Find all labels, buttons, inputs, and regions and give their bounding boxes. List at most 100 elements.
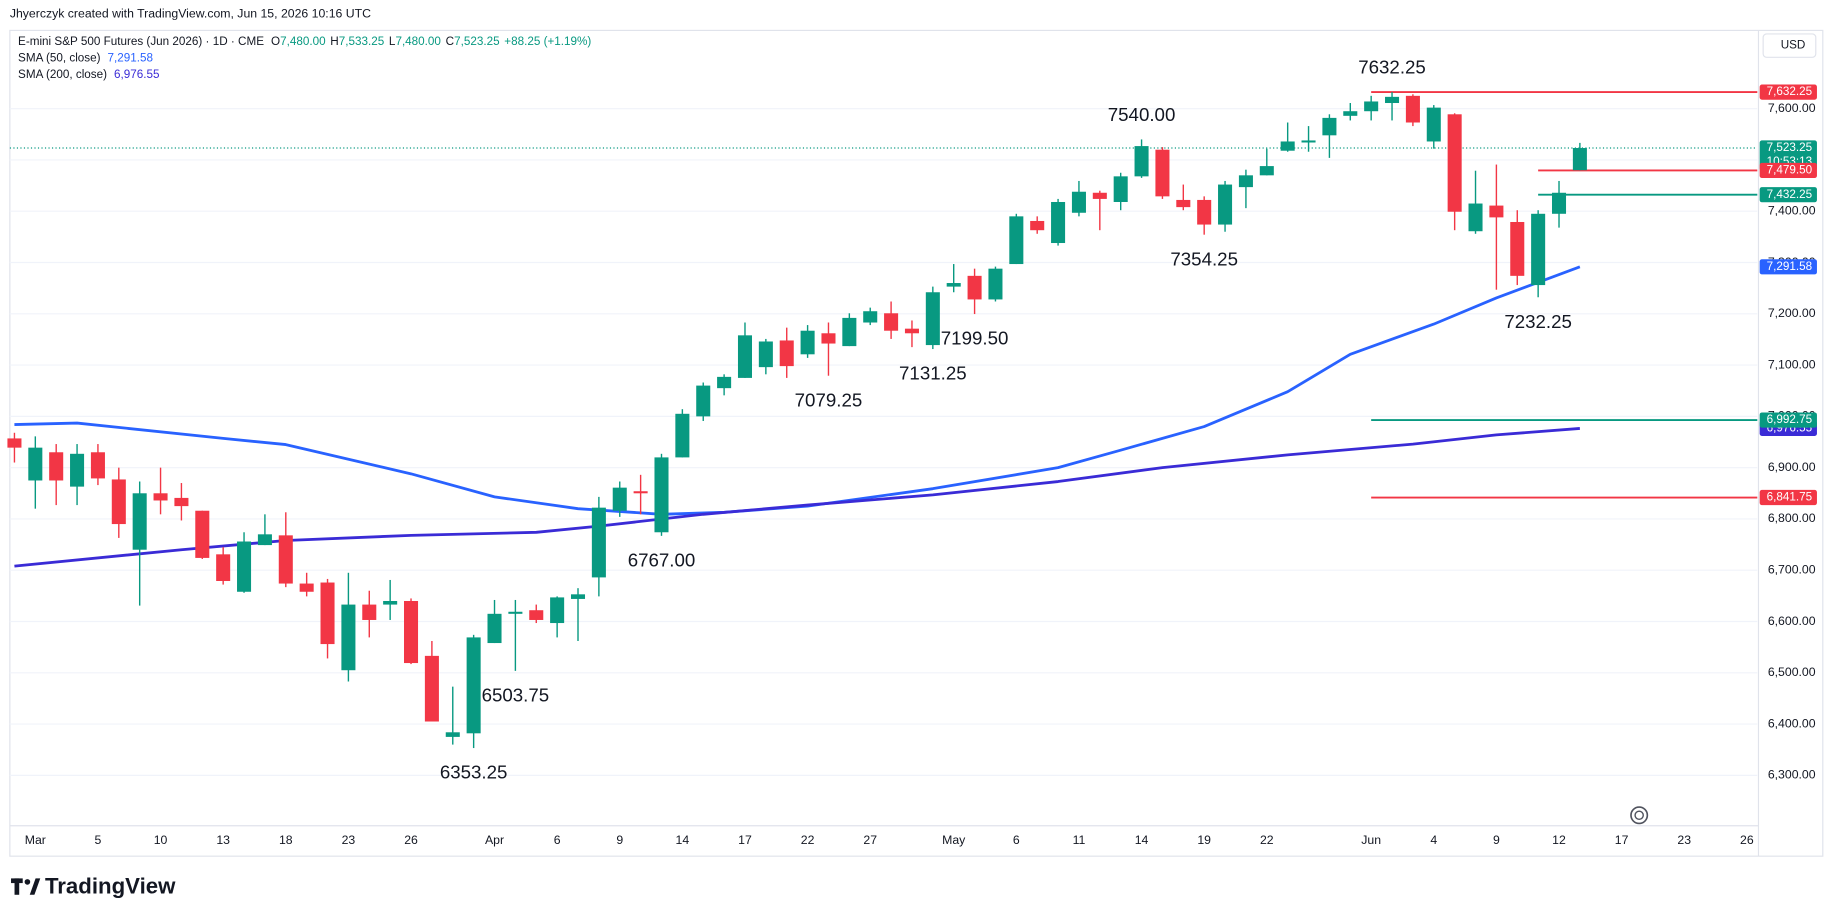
x-tick-label: May — [942, 833, 966, 847]
candle-body — [654, 457, 669, 533]
candle-body — [1551, 192, 1567, 214]
x-tick-label: 14 — [676, 833, 690, 847]
candle-body — [424, 655, 439, 722]
candle-body — [1113, 176, 1128, 202]
candle-body — [1218, 184, 1233, 225]
candle-body — [633, 491, 648, 494]
level-price-tag: 7,432.25 — [1767, 188, 1813, 201]
annotation: 6767.00 — [628, 550, 696, 571]
candle-body — [257, 534, 272, 546]
annotation: 7131.25 — [899, 363, 967, 384]
candle-body — [1197, 199, 1212, 225]
candle-body — [717, 376, 732, 389]
x-tick-label: 9 — [616, 833, 623, 847]
sma-price-tag-bg — [1759, 259, 1817, 275]
sma-line — [14, 427, 1580, 568]
level-price-tag-bg — [1759, 489, 1817, 506]
candle-body — [1510, 221, 1525, 276]
candle-body — [1405, 95, 1420, 123]
level-price-tag: 7,523.25 — [1767, 141, 1813, 154]
legend-value: 7,523.25 — [454, 35, 500, 48]
legend-value: 7,533.25 — [339, 35, 385, 48]
y-tick-label: 6,500.00 — [1768, 665, 1816, 679]
y-tick-label: 7,400.00 — [1768, 203, 1816, 217]
candle-body — [278, 535, 293, 584]
candle-body — [362, 604, 377, 620]
candle-body — [842, 317, 857, 347]
x-tick-label: Apr — [485, 833, 504, 847]
x-tick-label: 26 — [1740, 833, 1754, 847]
candle-body — [863, 311, 878, 323]
y-tick-label: 6,700.00 — [1768, 562, 1816, 576]
annotation: 7632.25 — [1358, 57, 1426, 78]
x-tick-label: 6 — [1013, 833, 1020, 847]
candle-body — [404, 600, 419, 664]
candle-body — [1489, 205, 1504, 218]
level-price-tag-bg — [1759, 84, 1817, 100]
sma-price-tag: 7,291.58 — [1767, 260, 1813, 273]
candle-body — [779, 340, 794, 367]
x-tick-label: Mar — [25, 833, 46, 847]
x-tick-label: 19 — [1197, 833, 1211, 847]
candle-body — [299, 583, 314, 592]
y-tick-label: 6,600.00 — [1768, 614, 1816, 628]
candle-body — [1468, 203, 1483, 232]
attribution: Jhyerczyk created with TradingView.com, … — [10, 6, 371, 20]
candle-body — [696, 385, 711, 417]
level-price-tag: 6,841.75 — [1767, 491, 1813, 504]
candle-body — [1092, 192, 1107, 199]
candle-body — [529, 610, 544, 620]
legend-sma-name: SMA (50, close) — [18, 52, 101, 65]
logo: TradingView — [45, 874, 176, 899]
x-tick-label: 5 — [95, 833, 102, 847]
candle-body — [1176, 199, 1191, 208]
annotation: 7232.25 — [1504, 311, 1572, 332]
annotation: 6353.25 — [440, 762, 508, 783]
x-tick-label: 17 — [1615, 833, 1629, 847]
currency-box — [1762, 33, 1817, 58]
x-tick-label: 18 — [279, 833, 293, 847]
candle-body — [550, 597, 565, 624]
y-tick-label: 7,100.00 — [1768, 357, 1816, 371]
candle-body — [1155, 149, 1170, 197]
candle-body — [174, 497, 189, 507]
candle-body — [1238, 175, 1253, 188]
annotation: 7354.25 — [1170, 248, 1238, 269]
candle-body — [800, 330, 815, 355]
legend-key: C — [446, 35, 454, 48]
candle-body — [7, 438, 22, 448]
x-tick-label: 27 — [863, 833, 877, 847]
candle-body — [904, 328, 919, 334]
annotation: 7079.25 — [795, 389, 863, 410]
level-price-tag-bg — [1759, 412, 1817, 428]
annotation: 7540.00 — [1108, 104, 1176, 125]
legend-key: O — [271, 35, 280, 48]
x-tick-label: 17 — [738, 833, 752, 847]
candle-body — [737, 335, 753, 378]
x-tick-label: 6 — [554, 833, 561, 847]
y-tick-label: 7,200.00 — [1768, 306, 1816, 320]
x-tick-label: 11 — [1073, 833, 1086, 847]
candle-body — [237, 541, 252, 592]
x-tick-label: 26 — [404, 833, 418, 847]
logo-mark — [11, 878, 41, 895]
candle-body — [1071, 191, 1086, 213]
legend-sma-name: SMA (200, close) — [18, 68, 107, 81]
y-tick-label: 6,300.00 — [1768, 768, 1816, 782]
y-tick-label: 6,800.00 — [1768, 511, 1816, 525]
candle-body — [1385, 96, 1400, 104]
x-tick-label: 23 — [1677, 833, 1691, 847]
y-tick-label: 6,900.00 — [1768, 460, 1816, 474]
candle-body — [1322, 117, 1337, 136]
candle-body — [946, 283, 961, 287]
level-price-tag: 6,992.75 — [1767, 413, 1813, 426]
candle-body — [591, 507, 606, 578]
legend-key: L — [389, 35, 396, 48]
candle-body — [508, 611, 523, 614]
level-price-tag: 7,632.25 — [1767, 85, 1813, 98]
candle-body — [195, 510, 210, 558]
x-tick-label: 23 — [342, 833, 356, 847]
candle-body — [925, 292, 940, 346]
candle-body — [341, 604, 356, 671]
